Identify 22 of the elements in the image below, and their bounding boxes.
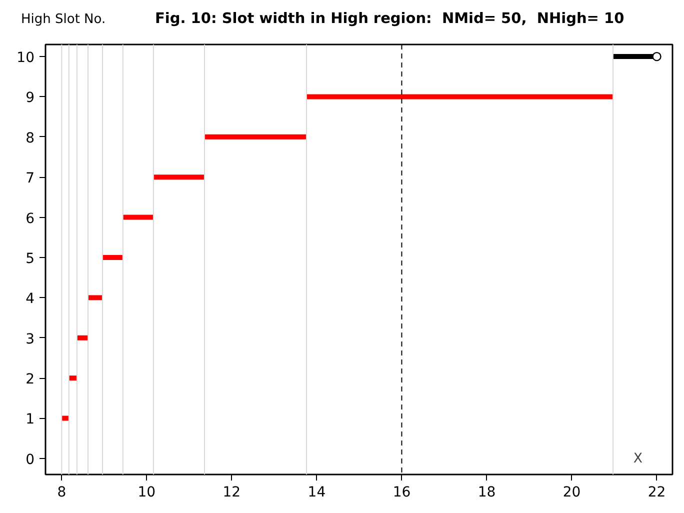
x-tick-label: 16: [392, 484, 411, 500]
x-tick-label: 8: [57, 484, 66, 500]
x-tick-label: 20: [562, 484, 581, 500]
y-tick-label: 4: [26, 291, 35, 308]
y-tick-label: 8: [26, 130, 35, 146]
x-tick-label: 10: [138, 484, 156, 500]
x-tick-label: 22: [648, 484, 666, 500]
y-tick-label: 3: [26, 331, 35, 348]
y-tick-label: 5: [26, 250, 35, 267]
chart-title: Fig. 10: Slot width in High region: NMid= 50, NHigh= 10: [155, 10, 624, 29]
y-tick-label: 2: [26, 372, 35, 388]
y-tick-label: 9: [26, 90, 35, 106]
y-tick-label: 7: [26, 170, 35, 187]
y-tick-label: 10: [16, 50, 35, 66]
x-axis-title: X: [633, 452, 643, 466]
y-tick-label: 1: [26, 412, 35, 428]
y-tick-label: 6: [26, 210, 35, 227]
x-tick-label: 18: [478, 484, 496, 500]
y-axis-title: High Slot No.: [21, 11, 106, 29]
x-tick-label: 14: [308, 484, 326, 500]
x-tick-label: 12: [222, 484, 241, 500]
y-tick-label: 0: [26, 452, 35, 468]
